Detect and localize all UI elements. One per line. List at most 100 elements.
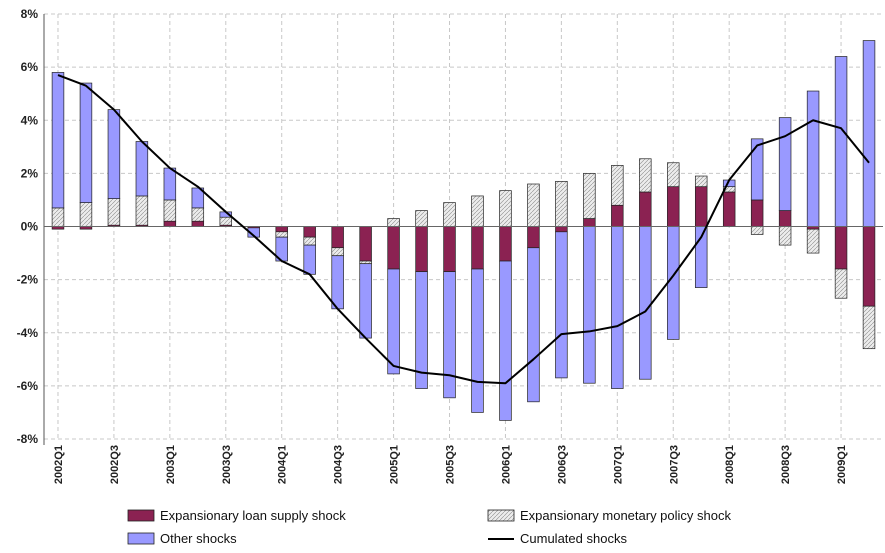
x-tick-label: 2003Q3 bbox=[221, 445, 233, 484]
bar-segment-monetary-policy bbox=[834, 268, 848, 299]
bar-segment-monetary-policy bbox=[639, 158, 652, 193]
bar-segment-monetary-policy bbox=[806, 228, 820, 254]
bar-segment-loan-supply bbox=[163, 220, 177, 227]
x-tick-label: 2002Q3 bbox=[109, 445, 121, 484]
x-tick-label: 2004Q3 bbox=[333, 445, 345, 484]
bar-segment-loan-supply bbox=[275, 226, 288, 233]
bar-segment-other-shocks bbox=[471, 268, 484, 413]
bar-segment-monetary-policy bbox=[694, 175, 708, 188]
x-tick-label: 2008Q1 bbox=[724, 445, 736, 484]
bar-segment-other-shocks bbox=[163, 167, 177, 201]
bar-segment-other-shocks bbox=[639, 226, 652, 380]
plot-area: 8% 6% 4% 2% 0% -2% -4% -6% -8% 2002Q1 2002Q3 2003Q1… bbox=[17, 7, 883, 484]
bar-segment-other-shocks bbox=[107, 109, 121, 199]
bar-segment-monetary-policy bbox=[51, 207, 65, 227]
bar-segment-monetary-policy bbox=[471, 195, 484, 227]
bar-segment-loan-supply bbox=[303, 226, 316, 238]
legend-label: Expansionary loan supply shock bbox=[160, 508, 346, 523]
bar-segment-other-shocks bbox=[834, 56, 848, 227]
bar-segment-other-shocks bbox=[611, 226, 624, 389]
cumulated-shocks-line bbox=[57, 74, 870, 385]
x-tick-label: 2007Q1 bbox=[612, 445, 624, 484]
bar-segment-other-shocks bbox=[387, 268, 400, 375]
bar-segment-loan-supply bbox=[499, 226, 512, 262]
bar-segment-loan-supply bbox=[527, 226, 540, 249]
bar-segment-loan-supply bbox=[471, 226, 484, 270]
bar-segment-loan-supply bbox=[834, 226, 848, 270]
bar-segment-monetary-policy bbox=[303, 236, 316, 246]
legend-label: Other shocks bbox=[160, 531, 237, 546]
bar-segment-monetary-policy bbox=[331, 247, 344, 257]
x-tick-label: 2008Q3 bbox=[780, 445, 792, 484]
bar-segment-monetary-policy bbox=[862, 305, 876, 350]
bar-segment-monetary-policy bbox=[191, 207, 205, 222]
bar-segment-monetary-policy bbox=[611, 165, 624, 206]
bar-segment-loan-supply bbox=[555, 226, 568, 233]
bar-segment-monetary-policy bbox=[555, 180, 568, 227]
bar-segment-other-shocks bbox=[331, 255, 344, 310]
y-tick-label: 0% bbox=[21, 220, 39, 234]
legend-label: Expansionary monetary policy shock bbox=[520, 508, 731, 523]
y-tick-label: -2% bbox=[17, 273, 39, 287]
bar-segment-monetary-policy bbox=[750, 226, 764, 235]
bar-segment-other-shocks bbox=[527, 247, 540, 403]
bar-segment-other-shocks bbox=[443, 271, 456, 399]
bar-segment-loan-supply bbox=[583, 218, 596, 227]
bar-segment-monetary-policy bbox=[163, 199, 177, 222]
bar-segment-other-shocks bbox=[862, 40, 876, 227]
bar-segment-loan-supply bbox=[694, 186, 708, 227]
bar-segment-monetary-policy bbox=[387, 218, 400, 227]
bar-segment-monetary-policy bbox=[107, 198, 121, 226]
y-tick-label: -8% bbox=[17, 432, 39, 446]
bar-segment-loan-supply bbox=[611, 204, 624, 227]
bar-segment-loan-supply bbox=[443, 226, 456, 273]
bar-segment-loan-supply bbox=[639, 191, 652, 227]
bar-segment-other-shocks bbox=[778, 117, 792, 211]
bar-segment-loan-supply bbox=[862, 226, 876, 307]
y-tick-label: 8% bbox=[21, 7, 39, 21]
bar-segment-loan-supply bbox=[387, 226, 400, 270]
bar-segment-monetary-policy bbox=[499, 190, 512, 227]
bar-segment-other-shocks bbox=[135, 141, 149, 197]
bar-segment-monetary-policy bbox=[667, 162, 680, 188]
bar-segment-other-shocks bbox=[555, 231, 568, 379]
bar-segment-other-shocks bbox=[79, 82, 93, 203]
x-tick-label: 2005Q3 bbox=[445, 445, 457, 484]
x-tick-label: 2006Q3 bbox=[556, 445, 568, 484]
bar-segment-loan-supply bbox=[778, 210, 792, 227]
bar-segment-loan-supply bbox=[331, 226, 344, 249]
bar-segment-other-shocks bbox=[667, 226, 680, 340]
legend-swatch-loan-supply bbox=[127, 509, 155, 522]
bar-segment-loan-supply bbox=[667, 186, 680, 227]
x-tick-label: 2003Q1 bbox=[165, 445, 177, 484]
bar-segment-loan-supply bbox=[359, 226, 372, 262]
bar-segment-monetary-policy bbox=[219, 216, 233, 226]
bar-segment-monetary-policy bbox=[443, 202, 456, 227]
bar-segment-monetary-policy bbox=[275, 231, 288, 238]
bar-segment-loan-supply bbox=[415, 226, 428, 273]
bar-segment-monetary-policy bbox=[583, 173, 596, 219]
bar-segment-monetary-policy bbox=[415, 210, 428, 227]
legend-swatch-other-shocks bbox=[127, 532, 155, 545]
y-tick-label: 4% bbox=[21, 113, 39, 127]
y-tick-label: 6% bbox=[21, 60, 39, 74]
x-tick-label: 2002Q1 bbox=[53, 445, 65, 484]
bar-segment-other-shocks bbox=[303, 244, 316, 275]
bar-segment-loan-supply bbox=[722, 191, 736, 227]
bar-segment-other-shocks bbox=[583, 226, 596, 384]
bar-segment-monetary-policy bbox=[135, 195, 149, 226]
legend-swatch-monetary-policy bbox=[487, 509, 515, 522]
bar-segment-other-shocks bbox=[806, 90, 820, 227]
x-tick-label: 2005Q1 bbox=[389, 445, 401, 484]
bar-segment-monetary-policy bbox=[359, 260, 372, 265]
bar-segment-other-shocks bbox=[51, 72, 65, 209]
y-tick-label: -4% bbox=[17, 326, 39, 340]
bar-segment-loan-supply bbox=[750, 199, 764, 227]
bar-segment-other-shocks bbox=[750, 138, 764, 201]
bar-segment-monetary-policy bbox=[79, 202, 93, 227]
bar-segment-monetary-policy bbox=[527, 183, 540, 227]
legend-label: Cumulated shocks bbox=[520, 531, 627, 546]
x-tick-label: 2004Q1 bbox=[277, 445, 289, 484]
bar-segment-other-shocks bbox=[499, 260, 512, 421]
